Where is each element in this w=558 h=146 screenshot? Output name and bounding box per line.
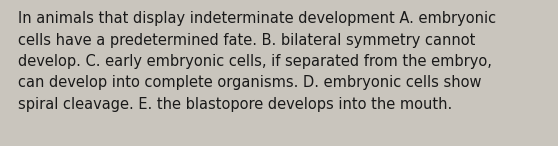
Text: cells have a predetermined fate. B. bilateral symmetry cannot: cells have a predetermined fate. B. bila… [18, 33, 475, 47]
Text: In animals that display indeterminate development A. embryonic: In animals that display indeterminate de… [18, 11, 496, 26]
Text: develop. C. early embryonic cells, if separated from the embryo,: develop. C. early embryonic cells, if se… [18, 54, 492, 69]
Text: spiral cleavage. E. the blastopore develops into the mouth.: spiral cleavage. E. the blastopore devel… [18, 97, 452, 112]
Text: can develop into complete organisms. D. embryonic cells show: can develop into complete organisms. D. … [18, 75, 482, 91]
